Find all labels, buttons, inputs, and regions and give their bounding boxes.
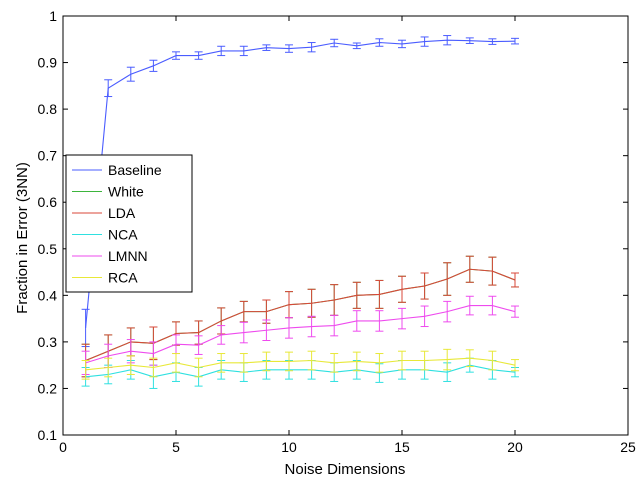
y-tick-label: 0.9 (38, 55, 58, 71)
x-tick-label: 25 (620, 439, 636, 455)
x-axis-title: Noise Dimensions (285, 461, 406, 478)
axes-layer: 0 5 10 15 20 25 0.1 0.2 0.3 0.4 0.5 0.6 0.7 0.8 0.9 1 (38, 8, 636, 455)
y-tick-label: 0.3 (38, 334, 58, 350)
legend-box (65, 154, 193, 293)
series-rca (81, 348, 519, 380)
x-tick-label: 5 (172, 439, 180, 455)
y-tick-label: 0.2 (38, 380, 58, 396)
y-tick-label: 0.8 (38, 101, 58, 117)
x-tick-label: 10 (281, 439, 297, 455)
legend-label: Baseline (108, 162, 162, 178)
series-line (85, 364, 516, 378)
y-axis-title: Fraction in Error (3NN) (14, 162, 31, 314)
series-line (85, 39, 516, 328)
series-baseline (81, 35, 519, 348)
series-line (85, 305, 516, 364)
legend-label: White (108, 184, 144, 200)
y-tick-label: 0.4 (38, 287, 58, 303)
y-tick-label: 0.7 (38, 148, 58, 164)
legend-label: LDA (108, 205, 136, 221)
y-tick-label: 0.5 (38, 241, 58, 257)
y-tick-label: 0.1 (38, 427, 58, 443)
legend-label: LMNN (108, 248, 148, 264)
y-tick-label: 1 (49, 8, 57, 24)
plot-frame (62, 15, 629, 436)
y-tick-label: 0.6 (38, 194, 58, 210)
plot-area-frame (62, 15, 629, 436)
x-tick-label: 15 (394, 439, 410, 455)
series-layer (81, 35, 519, 389)
series-line (85, 357, 516, 371)
legend-label: NCA (108, 227, 138, 243)
x-tick-label: 0 (59, 439, 67, 455)
legend: Baseline White LDA NCA LMNN RCA (65, 154, 193, 293)
x-tick-label: 20 (507, 439, 523, 455)
legend-label: RCA (108, 270, 138, 286)
